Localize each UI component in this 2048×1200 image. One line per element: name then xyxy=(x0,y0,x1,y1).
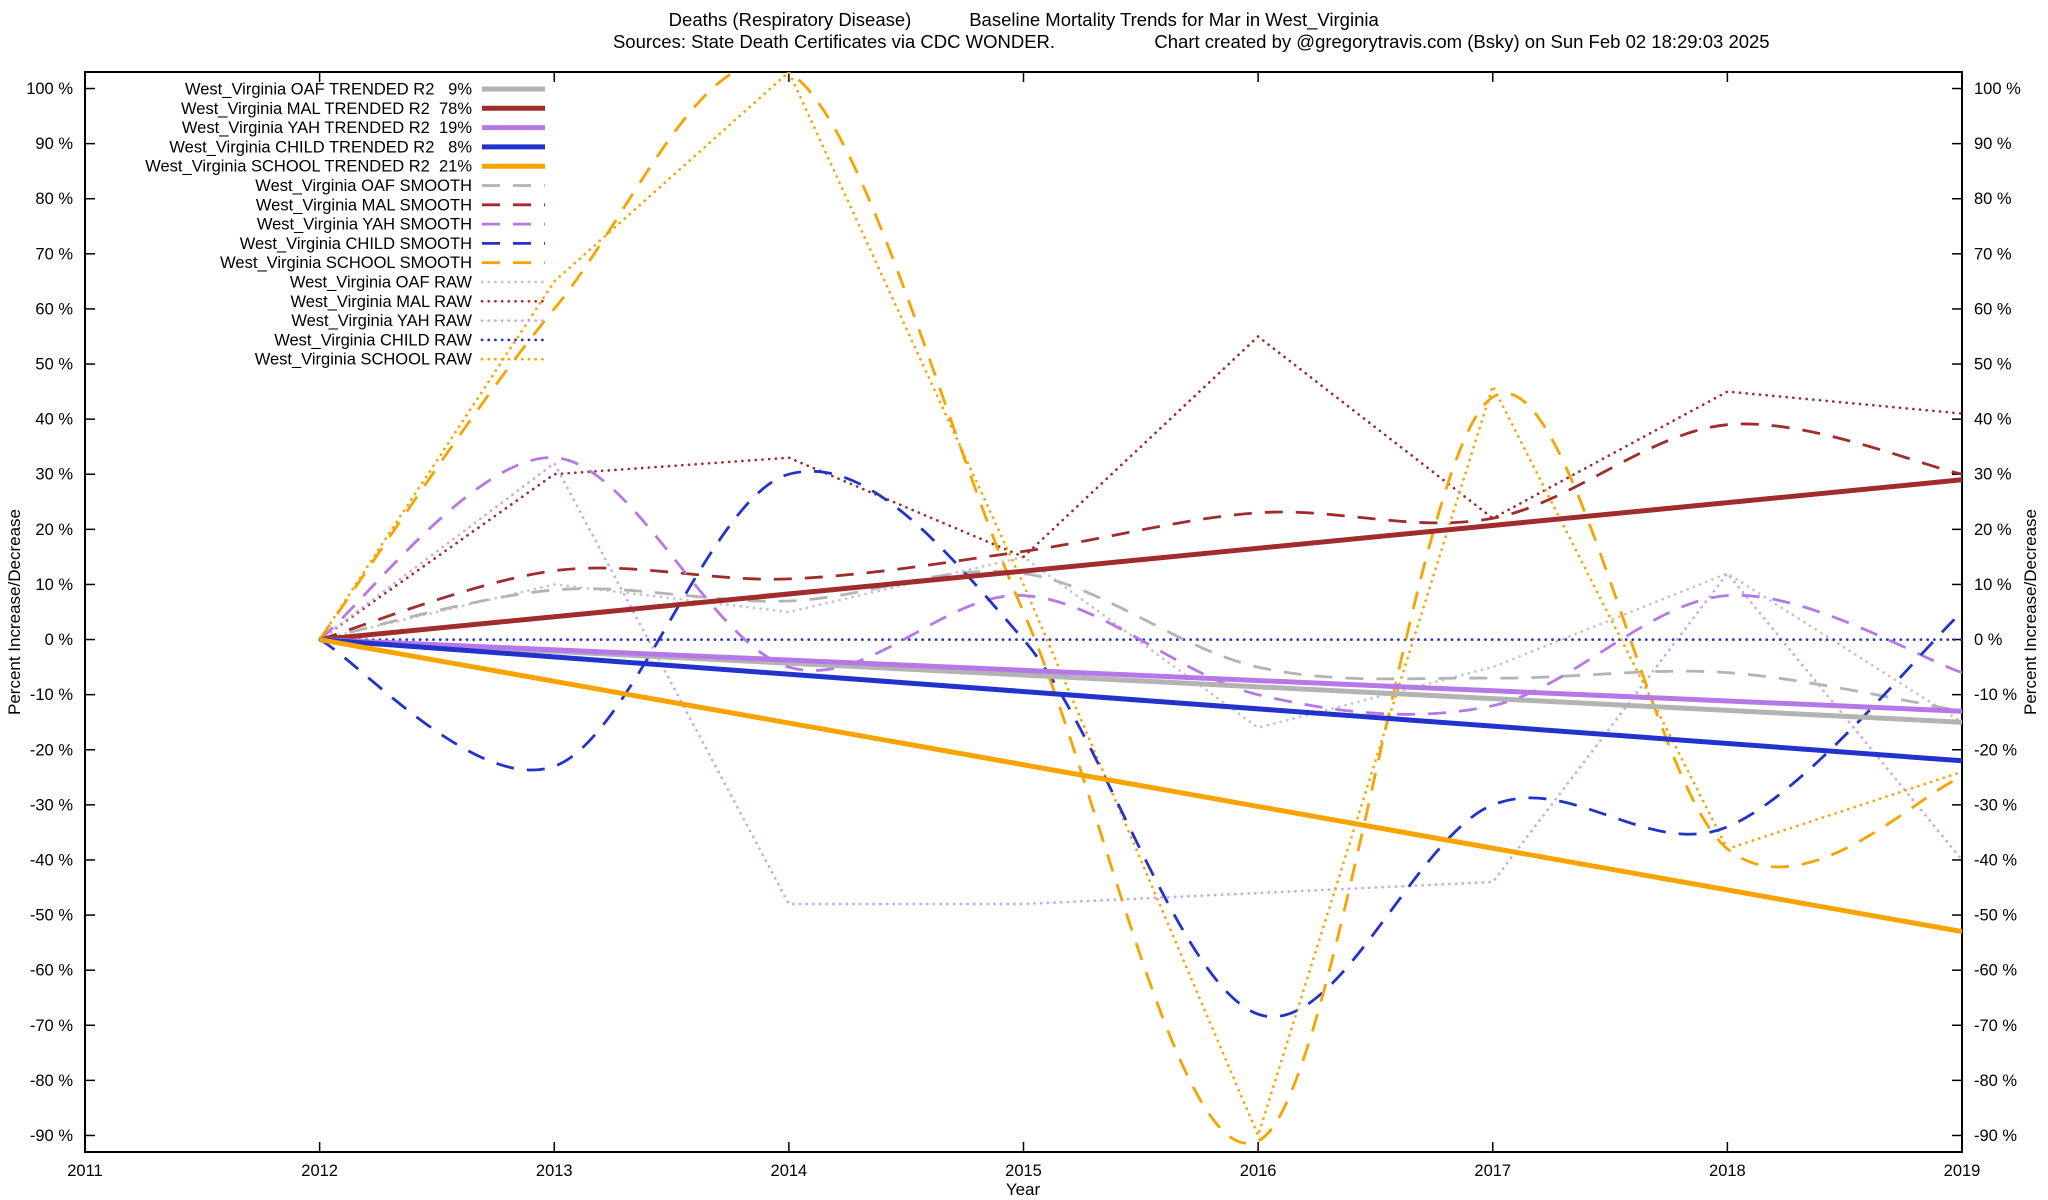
y-tick-label-right: 10 % xyxy=(1974,576,2012,594)
y-tick-label-right: -40 % xyxy=(1974,851,2017,869)
y-tick-label-left: 20 % xyxy=(35,521,73,539)
series-line-school-trended xyxy=(319,637,1962,935)
legend-label-child-smooth: West_Virginia CHILD SMOOTH xyxy=(240,235,472,253)
legend-label-school-smooth: West_Virginia SCHOOL SMOOTH xyxy=(220,254,472,272)
legend-label-oaf-trended: West_Virginia OAF TRENDED R2 9% xyxy=(185,81,472,99)
y-tick-label-left: -50 % xyxy=(30,907,73,925)
y-tick-label-right: -60 % xyxy=(1974,962,2017,980)
x-tick-label: 2013 xyxy=(536,1162,573,1180)
legend-label-yah-smooth: West_Virginia YAH SMOOTH xyxy=(257,216,472,234)
y-tick-label-right: -90 % xyxy=(1974,1127,2017,1145)
x-tick-label: 2011 xyxy=(67,1162,102,1180)
y-axis-label-left: Percent Increase/Decrease xyxy=(5,509,24,715)
chart-title-right: Baseline Mortality Trends for Mar in Wes… xyxy=(969,9,1379,31)
y-tick-label-left: 80 % xyxy=(35,190,73,208)
y-tick-label-right: -30 % xyxy=(1974,796,2017,814)
y-axis-label-right: Percent Increase/Decrease xyxy=(2021,509,2040,715)
y-tick-label-right: 100 % xyxy=(1974,80,2021,98)
y-tick-label-left: -60 % xyxy=(30,962,73,980)
x-tick-label: 2018 xyxy=(1709,1162,1746,1180)
y-tick-label-left: 100 % xyxy=(26,80,73,98)
series-line-mal-smooth xyxy=(319,422,1962,641)
legend-label-yah-trended: West_Virginia YAH TRENDED R2 19% xyxy=(182,119,472,137)
y-tick-label-left: 0 % xyxy=(45,631,74,649)
chart-title-left: Deaths (Respiratory Disease) xyxy=(669,9,912,30)
legend-label-oaf-raw: West_Virginia OAF RAW xyxy=(290,274,473,292)
y-tick-label-left: 60 % xyxy=(35,300,73,318)
series-line-mal-raw xyxy=(318,335,1962,641)
chart-subtitle-credit: Chart created by @gregorytravis.com (Bsk… xyxy=(1154,31,1769,52)
y-tick-label-left: 50 % xyxy=(35,356,73,374)
y-tick-label-left: -80 % xyxy=(30,1072,73,1090)
x-axis-label: Year xyxy=(1006,1180,1041,1199)
legend-label-school-trended: West_Virginia SCHOOL TRENDED R2 21% xyxy=(145,158,472,176)
series-line-school-raw xyxy=(318,72,1962,1137)
y-tick-label-left: -40 % xyxy=(30,851,73,869)
x-tick-label: 2015 xyxy=(1005,1162,1042,1180)
series-line-child-smooth xyxy=(318,469,1962,1019)
x-tick-label: 2012 xyxy=(301,1162,338,1180)
y-tick-label-left: 70 % xyxy=(35,245,73,263)
y-tick-label-right: 50 % xyxy=(1974,356,2012,374)
y-tick-label-right: 40 % xyxy=(1974,411,2012,429)
series-line-yah-trended xyxy=(319,637,1962,714)
y-tick-label-right: 80 % xyxy=(1974,190,2012,208)
y-tick-label-left: -20 % xyxy=(30,741,73,759)
y-tick-label-left: 90 % xyxy=(35,135,73,153)
legend-label-child-raw: West_Virginia CHILD RAW xyxy=(274,331,472,349)
y-tick-label-left: 30 % xyxy=(35,466,73,484)
chart-subtitle-sources: Sources: State Death Certificates via CD… xyxy=(613,31,1055,52)
legend-label-mal-raw: West_Virginia MAL RAW xyxy=(290,293,472,311)
y-tick-label-right: 70 % xyxy=(1974,245,2012,263)
series-line-oaf-smooth xyxy=(319,569,1962,713)
legend-label-school-raw: West_Virginia SCHOOL RAW xyxy=(255,351,473,369)
y-tick-label-left: -90 % xyxy=(30,1127,73,1145)
series-line-yah-smooth xyxy=(318,456,1962,716)
x-tick-label: 2019 xyxy=(1944,1162,1981,1180)
y-tick-label-right: -10 % xyxy=(1974,686,2017,704)
plot-area: -90 % -90 % -80 % -80 % -70 % -70 % -60 % -60 %… xyxy=(26,71,2021,1180)
series-line-child-trended xyxy=(319,637,1962,764)
y-tick-label-right: -70 % xyxy=(1974,1017,2017,1035)
x-tick-label: 2014 xyxy=(771,1162,808,1180)
legend-label-child-trended: West_Virginia CHILD TRENDED R2 8% xyxy=(169,138,472,156)
series-line-school-smooth xyxy=(318,72,1962,1145)
y-tick-label-right: -50 % xyxy=(1974,907,2017,925)
plot-border xyxy=(84,71,1963,1153)
y-tick-label-left: -70 % xyxy=(30,1017,73,1035)
legend-label-mal-smooth: West_Virginia MAL SMOOTH xyxy=(256,196,472,214)
y-tick-label-right: 20 % xyxy=(1974,521,2012,539)
y-tick-label-left: 10 % xyxy=(35,576,73,594)
y-tick-label-left: -10 % xyxy=(30,686,73,704)
y-tick-label-left: -30 % xyxy=(30,796,73,814)
y-tick-label-right: -80 % xyxy=(1974,1072,2017,1090)
y-tick-label-left: 40 % xyxy=(35,411,73,429)
y-tick-label-right: 30 % xyxy=(1974,466,2012,484)
y-tick-label-right: 60 % xyxy=(1974,300,2012,318)
y-tick-label-right: 90 % xyxy=(1974,135,2012,153)
y-tick-label-right: 0 % xyxy=(1974,631,2003,649)
legend-label-oaf-smooth: West_Virginia OAF SMOOTH xyxy=(255,177,472,195)
x-tick-label: 2017 xyxy=(1474,1162,1511,1180)
series-line-yah-raw xyxy=(318,461,1962,906)
x-tick-label: 2016 xyxy=(1240,1162,1277,1180)
legend-label-yah-raw: West_Virginia YAH RAW xyxy=(291,312,472,330)
series-line-mal-trended xyxy=(319,477,1962,643)
y-tick-label-right: -20 % xyxy=(1974,741,2017,759)
legend-label-mal-trended: West_Virginia MAL TRENDED R2 78% xyxy=(181,100,472,118)
